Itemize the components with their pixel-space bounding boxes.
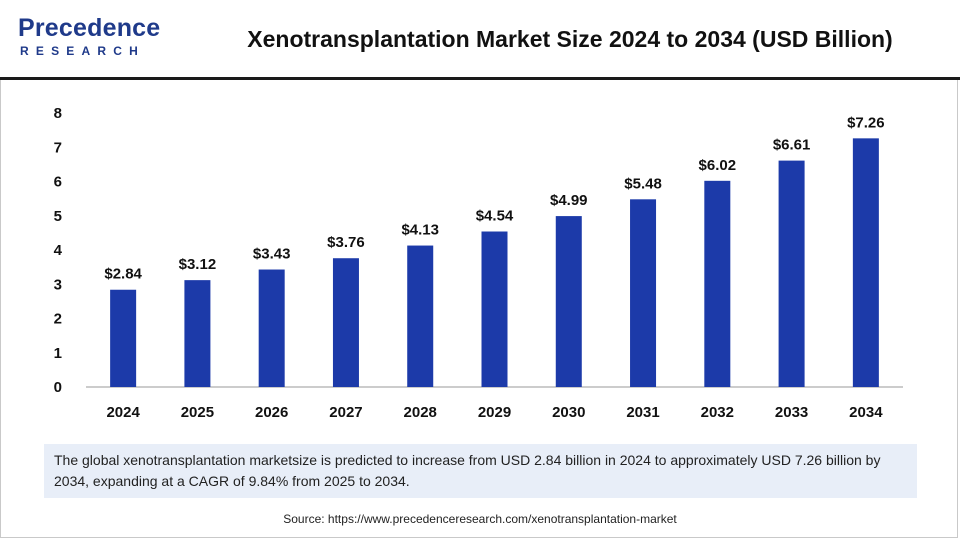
y-tick-label: 0	[54, 379, 62, 396]
y-tick-label: 2	[54, 311, 62, 328]
data-label: $3.43	[253, 246, 291, 263]
x-tick-label: 2032	[701, 404, 734, 421]
header: Precedence RESEARCH Xenotransplantation …	[0, 0, 960, 80]
y-tick-label: 5	[54, 208, 62, 225]
x-tick-label: 2030	[552, 404, 585, 421]
source-line: Source: https://www.precedenceresearch.c…	[283, 512, 677, 526]
data-label: $5.48	[624, 175, 662, 192]
bar-chart: 0 1 2 3 4 5 6 7 8 $2.84 2024 $3.12 2025 $3.43 2026 $3.7…	[54, 105, 903, 421]
summary-text: The global xenotransplantation marketsiz…	[54, 452, 881, 489]
x-tick-label: 2027	[329, 404, 362, 421]
y-tick-label: 8	[54, 105, 62, 122]
summary-note: The global xenotransplantation marketsiz…	[44, 444, 917, 498]
bar	[110, 289, 137, 387]
x-tick-label: 2026	[255, 404, 288, 421]
y-tick-label: 7	[54, 139, 62, 156]
bar	[481, 231, 508, 387]
bar	[630, 199, 657, 387]
data-label: $3.12	[179, 256, 217, 273]
data-label: $4.13	[401, 222, 439, 239]
bar	[852, 138, 879, 387]
x-tick-label: 2033	[775, 404, 808, 421]
data-label: $7.26	[847, 114, 885, 131]
y-tick-label: 3	[54, 276, 62, 293]
x-tick-label: 2029	[478, 404, 511, 421]
x-tick-label: 2024	[106, 404, 140, 421]
bar	[258, 269, 285, 387]
logo-wordmark: Precedence	[18, 14, 161, 42]
bar	[778, 160, 805, 387]
brand-logo: Precedence RESEARCH	[18, 14, 168, 64]
data-label: $4.54	[476, 208, 514, 225]
x-tick-label: 2025	[181, 404, 214, 421]
bar	[704, 180, 731, 387]
y-tick-label: 4	[54, 242, 63, 259]
bar	[184, 280, 211, 387]
data-label: $4.99	[550, 192, 588, 209]
x-tick-label: 2028	[404, 404, 437, 421]
chart-title: Xenotransplantation Market Size 2024 to …	[247, 26, 893, 52]
y-tick-label: 1	[54, 345, 62, 362]
data-label: $2.84	[104, 266, 142, 283]
bar	[555, 216, 582, 387]
data-label: $3.76	[327, 234, 365, 251]
bar	[332, 258, 359, 387]
bar	[407, 245, 434, 387]
y-tick-label: 6	[54, 174, 62, 191]
x-tick-label: 2031	[626, 404, 659, 421]
logo-subtitle: RESEARCH	[20, 44, 145, 58]
x-tick-label: 2034	[849, 404, 883, 421]
data-label: $6.61	[773, 137, 811, 154]
data-label: $6.02	[699, 157, 737, 174]
